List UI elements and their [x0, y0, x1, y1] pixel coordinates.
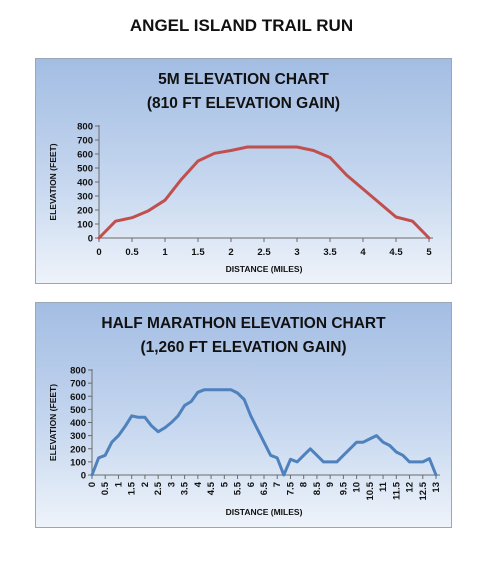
x-tick-label: 6	[246, 482, 257, 487]
elevation-series-line	[90, 388, 438, 477]
x-tick-label: 5.5	[233, 481, 244, 495]
page-title: ANGEL ISLAND TRAIL RUN	[129, 16, 354, 35]
x-tick-label: 3	[166, 482, 177, 487]
x-tick-label: 1.5	[127, 481, 138, 495]
x-tick-label: 11.5	[391, 481, 402, 500]
chart-subtitle: (810 FT ELEVATION GAIN)	[146, 95, 341, 112]
half-marathon-chart-panel: HALF MARATHON ELEVATION CHART (1,260 FT …	[35, 302, 452, 528]
y-tick-label: 700	[77, 136, 93, 147]
y-tick-label: 200	[70, 444, 86, 455]
x-tick-label: 8	[299, 482, 310, 487]
x-tick-label: 7	[272, 482, 283, 487]
y-tick-label: 800	[70, 366, 86, 377]
y-tick-label: 600	[70, 392, 86, 403]
y-tick-label: 100	[70, 457, 86, 468]
x-tick-label: 10	[352, 482, 363, 493]
x-tick-label: 5	[219, 481, 230, 487]
y-tick-label: 700	[70, 379, 86, 390]
x-tick-label: 9.5	[338, 481, 349, 495]
x-tick-label: 8.5	[312, 481, 323, 495]
x-tick-label: 2.5	[153, 481, 164, 495]
x-tick-label: 9	[325, 482, 336, 487]
y-tick-label: 500	[70, 405, 86, 416]
x-tick-label: 0.5	[125, 247, 139, 258]
y-tick-label: 200	[77, 206, 93, 217]
x-tick-label: 6.5	[259, 481, 270, 495]
x-tick-label: 4	[360, 247, 366, 258]
x-axis-label: DISTANCE (MILES)	[226, 264, 303, 274]
x-axis-label: DISTANCE (MILES)	[226, 507, 303, 517]
x-tick-label: 3.5	[323, 247, 337, 258]
y-tick-label: 400	[70, 418, 86, 429]
x-tick-label: 1	[162, 247, 168, 258]
y-axis-label: ELEVATION (FEET)	[48, 143, 58, 220]
chart-subtitle: (1,260 FT ELEVATION GAIN)	[140, 339, 347, 356]
x-tick-label: 12	[405, 482, 416, 493]
x-tick-label: 7.5	[285, 481, 296, 495]
chart-title: HALF MARATHON ELEVATION CHART	[101, 315, 386, 332]
x-tick-label: 12.5	[418, 481, 429, 500]
chart-title: 5M ELEVATION CHART	[158, 71, 329, 88]
y-tick-label: 600	[77, 150, 93, 161]
y-tick-label: 100	[77, 220, 93, 231]
x-tick-label: 4	[193, 481, 204, 487]
five-mile-chart-panel: 5M ELEVATION CHART (810 FT ELEVATION GAI…	[35, 58, 452, 284]
y-tick-label: 500	[77, 164, 93, 175]
x-tick-label: 0.5	[100, 481, 111, 495]
y-tick-label: 0	[88, 234, 93, 245]
x-tick-label: 1.5	[191, 247, 205, 258]
y-tick-label: 800	[77, 122, 93, 133]
x-tick-label: 0	[96, 247, 101, 258]
x-tick-label: 2	[140, 482, 151, 487]
y-tick-label: 300	[70, 431, 86, 442]
y-axis-label: ELEVATION (FEET)	[48, 384, 58, 461]
x-tick-label: 2.5	[257, 247, 271, 258]
x-tick-label: 5	[426, 247, 432, 258]
x-tick-label: 3	[294, 247, 299, 258]
y-tick-label: 400	[77, 178, 93, 189]
x-tick-label: 11	[378, 481, 389, 492]
x-tick-label: 4.5	[206, 481, 217, 495]
y-tick-label: 300	[77, 192, 93, 203]
five-mile-elevation-chart: 0 100 200 300 400 500 600 700 800 0 0.5 1 1.5 2 2.5 3 3.…	[48, 122, 433, 274]
y-tick-label: 0	[81, 471, 86, 482]
x-tick-label: 0	[87, 482, 98, 487]
x-tick-label: 13	[431, 482, 442, 493]
x-tick-label: 4.5	[389, 247, 403, 258]
x-tick-label: 2	[228, 247, 233, 258]
x-tick-label: 1	[113, 481, 124, 487]
x-tick-label: 3.5	[180, 481, 191, 495]
x-tick-label: 10.5	[365, 481, 376, 500]
elevation-series-line	[97, 145, 431, 240]
